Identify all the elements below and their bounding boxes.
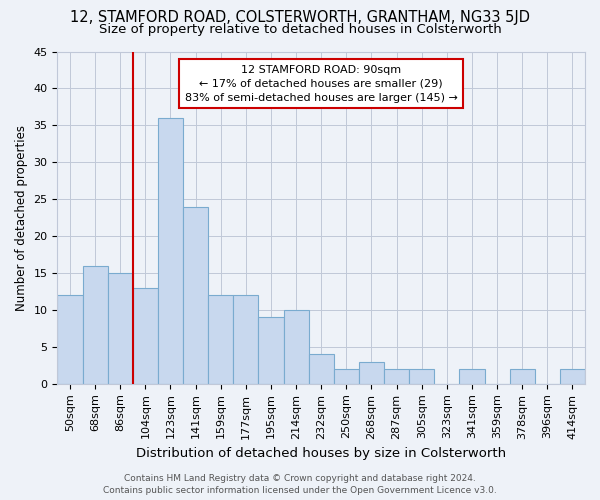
Text: Contains HM Land Registry data © Crown copyright and database right 2024.
Contai: Contains HM Land Registry data © Crown c… [103,474,497,495]
Bar [58,295,83,384]
X-axis label: Distribution of detached houses by size in Colsterworth: Distribution of detached houses by size … [136,447,506,460]
Bar [83,266,107,384]
Y-axis label: Number of detached properties: Number of detached properties [15,124,28,310]
Bar [183,206,208,384]
Text: 12, STAMFORD ROAD, COLSTERWORTH, GRANTHAM, NG33 5JD: 12, STAMFORD ROAD, COLSTERWORTH, GRANTHA… [70,10,530,25]
Text: Size of property relative to detached houses in Colsterworth: Size of property relative to detached ho… [98,22,502,36]
Bar [284,310,308,384]
Bar [133,288,158,384]
Bar [409,369,434,384]
Bar [560,369,585,384]
Bar [259,318,284,384]
Bar [509,369,535,384]
Bar [158,118,183,384]
Bar [233,295,259,384]
Bar [308,354,334,384]
Text: 12 STAMFORD ROAD: 90sqm
← 17% of detached houses are smaller (29)
83% of semi-de: 12 STAMFORD ROAD: 90sqm ← 17% of detache… [185,65,458,103]
Bar [208,295,233,384]
Bar [384,369,409,384]
Bar [460,369,485,384]
Bar [334,369,359,384]
Bar [107,273,133,384]
Bar [359,362,384,384]
